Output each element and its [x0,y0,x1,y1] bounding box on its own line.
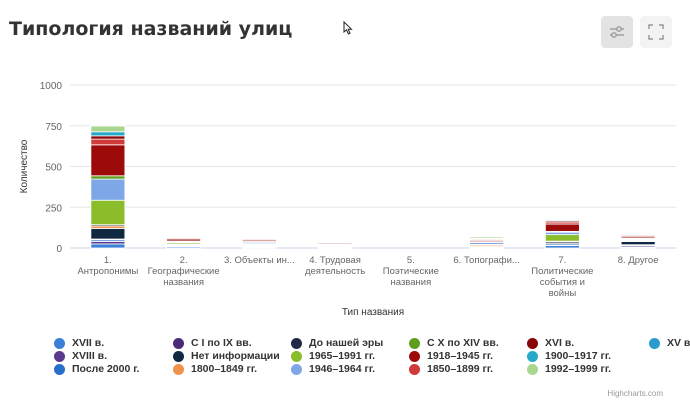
bar-segment [90,199,126,226]
legend-item[interactable]: После 2000 г. [54,363,139,375]
legend-item[interactable]: До нашей эры [291,337,383,349]
legend-label: XV в. [667,337,690,349]
legend-label: 1900–1917 гг. [545,350,612,362]
y-axis-label: Количество [19,139,30,193]
chart-legend: XVII в. XVIII в. После 2000 г. С I по IX вв… [54,337,690,387]
legend-marker [527,337,538,349]
legend-item[interactable]: С I по IX вв. [173,337,252,349]
y-tick-label: 0 [56,244,62,255]
x-tick-label: 6. Топографи... [453,255,519,266]
legend-label: 1800–1849 гг. [191,363,258,375]
legend-marker [291,363,302,375]
legend-label: 1965–1991 гг. [309,350,376,362]
y-tick-label: 500 [45,163,62,174]
legend-marker [54,350,65,362]
bar-segment [544,234,580,242]
y-tick-label: 1000 [40,81,63,92]
legend-marker [409,350,420,362]
bar-segment [90,178,126,201]
x-tick-label: 7. Политические события и войны [531,255,593,299]
legend-item[interactable]: 1965–1991 гг. [291,350,375,362]
bar-segment [90,175,126,180]
legend-item[interactable]: XVI в. [527,337,574,349]
legend-marker [291,350,302,362]
bar-segment [90,124,126,127]
bar-segment [544,223,580,232]
bar-segment [90,228,126,240]
bar-segment [620,233,656,235]
legend-marker [409,337,420,349]
legend-item[interactable]: 1850–1899 гг. [409,363,493,375]
legend-label: XVII в. [72,337,105,349]
legend-label: После 2000 г. [72,363,140,375]
legend-item[interactable]: Нет информации [173,350,280,362]
legend-item[interactable]: 1900–1917 гг. [527,350,611,362]
fullscreen-icon [648,24,664,40]
legend-marker [649,337,660,349]
legend-label: XVIII в. [72,350,108,362]
legend-marker [54,337,65,349]
legend-marker [173,350,184,362]
legend-marker [173,337,184,349]
legend-item[interactable]: 1946–1964 гг. [291,363,375,375]
legend-label: XVI в. [545,337,575,349]
legend-marker [291,337,302,349]
bar-segment [90,125,126,133]
legend-item[interactable]: 1918–1945 гг. [409,350,493,362]
bar-segment [90,138,126,146]
sliders-icon [610,26,624,38]
x-tick-label: 1. Антропонимы [77,255,138,277]
x-tick-label: 5. Поэтические названия [383,255,439,288]
bar-segment [90,131,126,137]
y-tick-label: 250 [45,203,62,214]
bar-segment [241,237,277,239]
legend-marker [54,363,65,375]
legend-item[interactable]: XVII в. [54,337,104,349]
y-tick-label: 750 [45,122,62,133]
legend-label: 1992–1999 гг. [545,363,612,375]
legend-item[interactable]: С X по XIV вв. [409,337,499,349]
legend-marker [173,363,184,375]
legend-item[interactable]: XV в. [649,337,690,349]
page-title: Типология названий улиц [9,18,293,40]
legend-item[interactable]: 1992–1999 гг. [527,363,611,375]
x-axis-label: Тип названия [342,307,404,318]
x-tick-label: 8. Другое [618,255,659,266]
legend-item[interactable]: 1800–1849 гг. [173,363,257,375]
bar-segment [317,240,353,243]
bar-segment [544,218,580,221]
bar-segment [90,243,126,249]
legend-marker [409,363,420,375]
legend-label: С X по XIV вв. [427,337,499,349]
legend-marker [527,363,538,375]
legend-label: 1946–1964 гг. [309,363,376,375]
x-tick-label: 4. Трудовая деятельность [305,255,365,277]
fullscreen-button[interactable] [640,16,672,48]
bar-segment [90,135,126,140]
bar-segment [469,235,505,238]
credits-label[interactable]: Highcharts.com [607,389,663,398]
mouse-cursor-icon [343,20,353,40]
x-tick-label: 3. Объекты ин... [224,255,295,266]
legend-label: Нет информации [191,350,280,362]
legend-label: До нашей эры [309,337,384,349]
legend-label: С I по IX вв. [191,337,252,349]
filter-button[interactable] [601,16,633,48]
legend-marker [527,350,538,362]
bar-segment [166,236,202,238]
bar-segment [90,144,126,177]
legend-item[interactable]: XVIII в. [54,350,107,362]
legend-label: 1850–1899 гг. [427,363,494,375]
x-tick-label: 2. Географические названия [148,255,220,288]
legend-label: 1918–1945 гг. [427,350,494,362]
